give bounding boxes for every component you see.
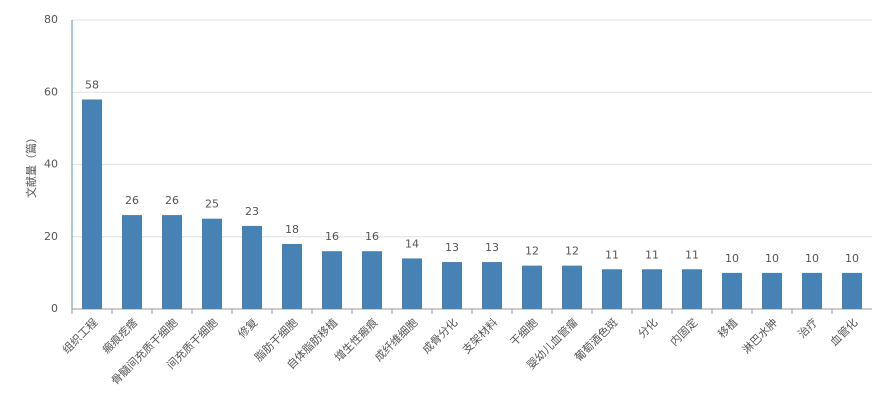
x-tick-label: 淋巴水肿	[739, 315, 780, 356]
bar	[562, 265, 582, 309]
data-label: 23	[245, 205, 259, 218]
data-label: 12	[525, 245, 539, 258]
bar	[122, 215, 142, 309]
data-label: 10	[765, 252, 779, 265]
bar	[162, 215, 182, 309]
y-tick-label: 40	[44, 158, 58, 171]
x-tick-label: 分化	[635, 315, 660, 340]
x-tick-label: 修复	[235, 315, 260, 340]
bar	[802, 272, 822, 309]
x-tick-label: 组织工程	[59, 315, 100, 356]
y-tick-label: 20	[44, 230, 58, 243]
bar	[722, 272, 742, 309]
data-label: 58	[85, 78, 99, 91]
x-tick-label: 成纤维细胞	[372, 316, 420, 364]
data-label: 10	[805, 252, 819, 265]
bar	[602, 269, 622, 309]
bar	[202, 218, 222, 309]
data-label: 26	[165, 194, 179, 207]
x-tick-label: 瘢痕疙瘩	[99, 315, 140, 356]
x-tick-label: 支架材料	[459, 315, 500, 356]
bar	[842, 272, 862, 309]
bar	[82, 99, 102, 309]
bar	[482, 262, 502, 309]
data-label: 16	[325, 230, 339, 243]
data-label: 13	[445, 241, 459, 254]
y-axis-label: 文献量（篇）	[24, 132, 38, 198]
bar	[442, 262, 462, 309]
x-tick-label: 成骨分化	[419, 315, 460, 356]
bar	[642, 269, 662, 309]
x-tick-label: 骨髓间充质干细胞	[108, 315, 180, 387]
x-tick-label: 移植	[715, 315, 740, 340]
data-label: 12	[565, 245, 579, 258]
data-label: 11	[685, 248, 699, 261]
x-tick-label: 葡萄酒色斑	[571, 315, 620, 364]
bar	[402, 258, 422, 309]
data-label: 13	[485, 241, 499, 254]
data-label: 16	[365, 230, 379, 243]
data-label: 11	[645, 248, 659, 261]
x-tick-label: 血管化	[827, 315, 860, 348]
bar	[242, 225, 262, 309]
data-label: 11	[605, 248, 619, 261]
x-tick-label: 内固定	[667, 315, 700, 348]
data-label: 10	[725, 252, 739, 265]
data-label: 18	[285, 223, 299, 236]
bar	[682, 269, 702, 309]
y-tick-label: 60	[44, 85, 58, 98]
bar	[522, 265, 542, 309]
bar	[282, 243, 302, 309]
x-tick-label: 治疗	[795, 315, 820, 340]
data-label: 25	[205, 198, 219, 211]
data-label: 10	[845, 252, 859, 265]
bar	[322, 251, 342, 309]
bar	[362, 251, 382, 309]
data-label: 26	[125, 194, 139, 207]
y-tick-label: 0	[51, 302, 58, 315]
data-label: 14	[405, 237, 419, 250]
x-tick-label: 干细胞	[508, 316, 541, 349]
bar	[762, 272, 782, 309]
y-tick-label: 80	[44, 13, 58, 26]
